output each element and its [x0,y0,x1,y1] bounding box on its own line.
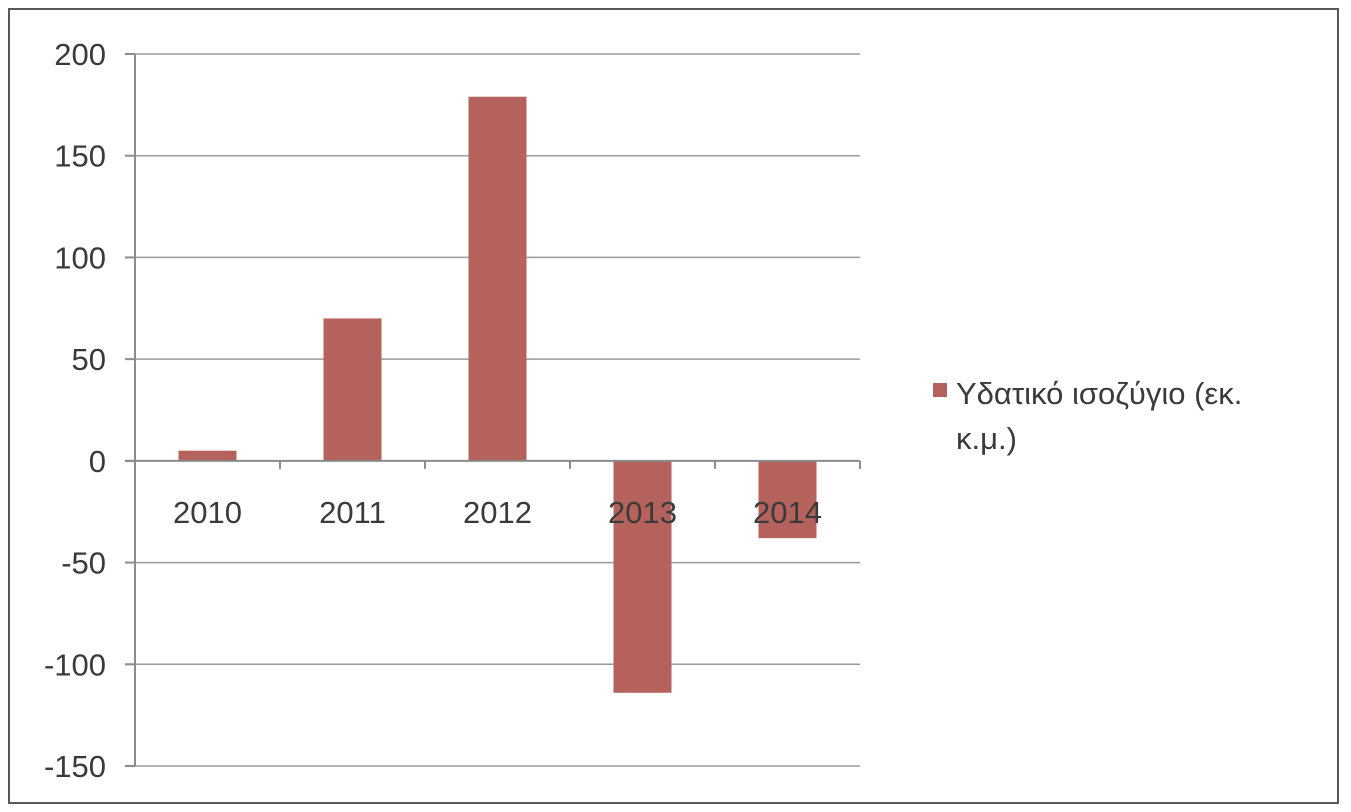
y-tick-label: -50 [61,546,106,581]
y-tick-labels: 200 150 100 50 0 -50 -100 -150 [44,37,106,784]
bars [178,96,817,693]
legend-label-line-1: Υδατικό ισοζύγιο (εκ. [956,376,1242,411]
y-tick-label: 150 [54,139,106,174]
bar-2011 [323,318,382,461]
x-tick-label: 2010 [173,495,242,530]
x-tick-label: 2011 [319,495,386,530]
x-tick-label: 2012 [463,495,532,530]
axes [125,53,861,767]
y-tick-label: 50 [72,342,106,377]
chart-frame [8,8,1339,804]
x-tick-label: 2014 [753,495,822,530]
legend: Υδατικό ισοζύγιο (εκ. κ.μ.) [933,376,1242,456]
y-tick-label: 100 [54,240,106,275]
legend-swatch [933,383,947,397]
legend-label-line-2: κ.μ.) [956,421,1017,456]
y-tick-label: 0 [89,444,106,479]
y-tick-label: -150 [44,749,106,784]
bar-2012 [468,96,527,461]
x-tick-labels: 2010 2011 2012 2013 2014 [173,495,822,530]
y-tick-label: 200 [54,37,106,72]
bar-2013 [613,460,672,693]
y-tick-label: -100 [44,647,106,682]
gridlines [125,53,860,767]
x-tick-label: 2013 [608,495,677,530]
bar-2010 [178,450,237,461]
bar-2014 [758,460,817,539]
